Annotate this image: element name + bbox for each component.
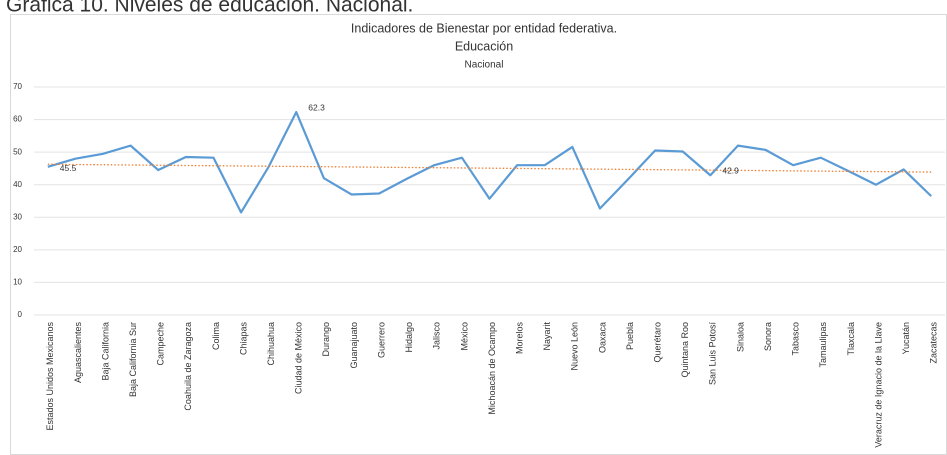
y-tick-label: 70 [13, 82, 22, 91]
x-tick-label: Guanajuato [349, 322, 359, 369]
y-tick-label: 10 [13, 278, 22, 287]
x-tick-label: Colima [211, 322, 221, 350]
x-tick-label: Baja California Sur [128, 322, 138, 397]
chart-title-line2: Educación [455, 39, 513, 53]
x-tick-label: Tabasco [791, 322, 801, 356]
y-tick-label: 30 [13, 212, 22, 221]
x-tick-label: Querétaro [653, 322, 663, 363]
x-tick-label: Michoacán de Ocampo [487, 322, 497, 415]
x-tick-label: Baja California [100, 322, 110, 381]
x-tick-label: Oaxaca [597, 322, 607, 353]
x-tick-label: Durango [321, 322, 331, 357]
y-tick-label: 50 [13, 147, 22, 156]
x-tick-label: Guerrero [376, 322, 386, 358]
data-label: 45.5 [60, 163, 77, 173]
x-tick-label: Ciudad de México [294, 322, 304, 394]
y-tick-label: 40 [13, 180, 22, 189]
x-tick-label: Hidalgo [404, 322, 414, 353]
data-label: 62.3 [308, 102, 325, 112]
x-tick-label: Jalisco [432, 322, 442, 350]
x-tick-label: Nayarit [542, 322, 552, 351]
page-header: Gráfica 10. Niveles de educación. Nacion… [6, 0, 413, 17]
x-tick-label: Campeche [156, 322, 166, 366]
y-tick-label: 20 [13, 245, 22, 254]
x-tick-label: Veracruz de Ignacio de la Llave [873, 322, 883, 448]
x-tick-label: Sonora [763, 322, 773, 351]
x-tick-label: Tlaxcala [846, 322, 856, 356]
x-tick-label: Aguascalientes [73, 322, 83, 384]
x-tick-label: Coahuila de Zaragoza [183, 322, 193, 411]
x-tick-label: Tamaulipas [818, 322, 828, 368]
chart-title: Indicadores de Bienestar por entidad fed… [351, 21, 617, 35]
x-tick-label: Yucatán [901, 322, 911, 355]
chart-subtitle: Nacional [465, 60, 504, 71]
x-tick-label: Puebla [625, 322, 635, 350]
data-label: 42.9 [722, 166, 739, 176]
y-tick-label: 0 [18, 310, 23, 319]
x-tick-label: Chiapas [238, 322, 248, 356]
x-tick-label: Estados Unidos Mexicanos [45, 322, 55, 431]
trend-line [47, 163, 932, 173]
x-tick-label: Chihuahua [266, 322, 276, 366]
x-tick-label: Zacatecas [929, 322, 939, 364]
y-tick-label: 60 [13, 115, 22, 124]
x-tick-label: San Luis Potosí [708, 322, 718, 386]
x-tick-label: Quintana Roo [680, 322, 690, 378]
chart-frame [10, 14, 947, 455]
x-tick-label: Nuevo León [570, 322, 580, 371]
data-line [47, 110, 932, 214]
x-tick-label: Sinaloa [735, 322, 745, 352]
x-tick-label: México [459, 322, 469, 351]
x-tick-label: Morelos [514, 322, 524, 355]
